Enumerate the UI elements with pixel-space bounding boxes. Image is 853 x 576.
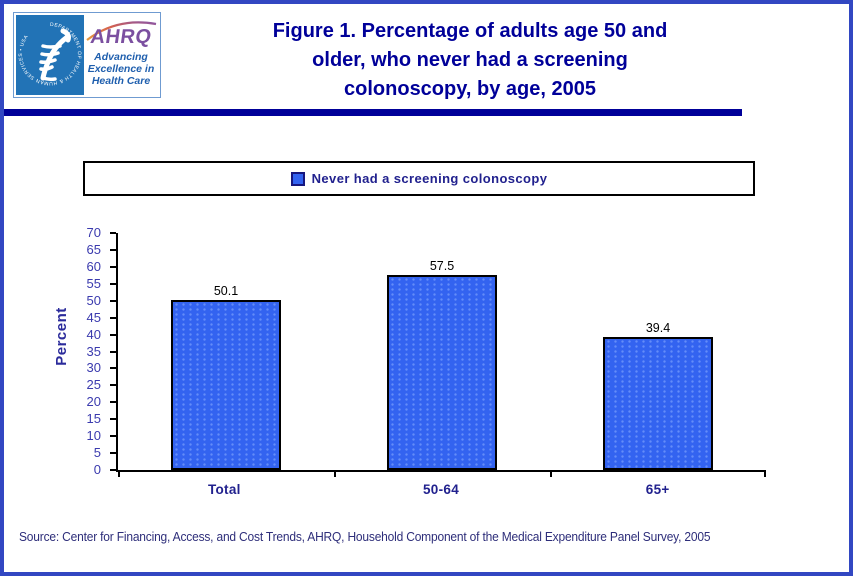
bar-series: 50.1 57.5 39.4 <box>118 233 766 470</box>
ahrq-wordmark: AHRQ <box>89 26 154 48</box>
y-tick-mark <box>110 265 116 268</box>
plot-area: 50.1 57.5 39.4 <box>116 233 766 477</box>
y-tick-mark <box>110 418 116 421</box>
x-category-label: Total <box>207 482 241 497</box>
chart-legend: Never had a screening colonoscopy <box>83 161 755 196</box>
y-tick-label: 55 <box>86 275 101 291</box>
y-tick-label: 60 <box>86 258 101 274</box>
figure-title: Figure 1. Percentage of adults age 50 an… <box>160 17 780 104</box>
tagline-line: Advancing <box>94 51 148 63</box>
y-tick-label: 25 <box>86 377 101 393</box>
bar: 50.1 <box>171 284 281 470</box>
hhs-seal-icon: DEPARTMENT OF HEALTH & HUMAN SERVICES • … <box>16 15 84 95</box>
x-axis-category-labels: Total 50-64 65+ <box>116 482 766 497</box>
y-tick-label: 50 <box>86 292 101 308</box>
y-axis-tick-labels: 0 5 10 15 20 25 30 35 40 45 50 55 60 65 70 <box>59 225 101 477</box>
ahrq-brand: AHRQ Advancing Excellence in Health Care <box>84 15 158 95</box>
header-divider-rule <box>4 109 742 116</box>
x-tick-mark <box>550 472 552 477</box>
y-tick-label: 10 <box>86 428 101 444</box>
y-tick-label: 30 <box>86 360 101 376</box>
figure-title-line: older, who never had a screening <box>312 49 628 71</box>
y-tick-label: 70 <box>86 225 101 240</box>
y-tick-label: 20 <box>86 394 101 410</box>
y-tick-mark <box>110 282 116 285</box>
y-tick-label: 40 <box>86 326 101 342</box>
bar-value-label: 39.4 <box>645 320 671 335</box>
y-tick-mark <box>110 299 116 302</box>
y-tick-mark <box>110 350 116 353</box>
y-tick-label: 15 <box>86 411 101 427</box>
y-tick-label: 5 <box>93 445 101 461</box>
bar-value-label: 57.5 <box>429 259 455 274</box>
y-tick-mark <box>110 232 116 234</box>
y-tick-mark <box>110 401 116 404</box>
y-tick-mark <box>110 333 116 336</box>
y-tick-mark <box>110 367 116 370</box>
y-tick-mark <box>110 248 116 251</box>
x-tick-mark <box>334 472 336 477</box>
figure-title-line: Figure 1. Percentage of adults age 50 an… <box>272 20 668 42</box>
y-tick-label: 0 <box>93 462 101 477</box>
tagline-line: Health Care <box>91 75 151 87</box>
bar-slot-65-plus: 39.4 <box>550 321 766 470</box>
y-tick-mark <box>110 469 116 471</box>
x-tick-mark <box>764 472 766 477</box>
bar-value-label: 50.1 <box>213 284 239 299</box>
y-tick-mark <box>110 435 116 438</box>
y-tick-label: 35 <box>86 343 101 359</box>
tagline-line: Excellence in <box>87 63 155 75</box>
y-tick-mark <box>110 384 116 387</box>
y-tick-label: 45 <box>86 309 101 325</box>
source-note: Source: Center for Financing, Access, an… <box>19 530 711 544</box>
bar: 57.5 <box>387 259 497 470</box>
rainbow-arc-icon <box>86 21 157 41</box>
x-category-label: 50-64 <box>422 482 460 497</box>
y-axis-tick-marks <box>110 232 116 473</box>
bar-slot-total: 50.1 <box>118 284 334 470</box>
x-tick-mark <box>118 472 120 477</box>
x-category-label: 65+ <box>645 482 670 497</box>
ahrq-tagline: Advancing Excellence in Health Care <box>84 51 158 87</box>
legend-label: Never had a screening colonoscopy <box>311 171 548 186</box>
hhs-ahrq-logo: DEPARTMENT OF HEALTH & HUMAN SERVICES • … <box>13 12 161 98</box>
y-tick-mark <box>110 316 116 319</box>
figure-title-line: colonoscopy, by age, 2005 <box>344 78 596 100</box>
bar: 39.4 <box>603 321 713 470</box>
y-tick-label: 65 <box>86 241 101 257</box>
bar-slot-50-64: 57.5 <box>334 259 550 470</box>
y-tick-mark <box>110 452 116 455</box>
legend-swatch-icon <box>290 171 305 186</box>
